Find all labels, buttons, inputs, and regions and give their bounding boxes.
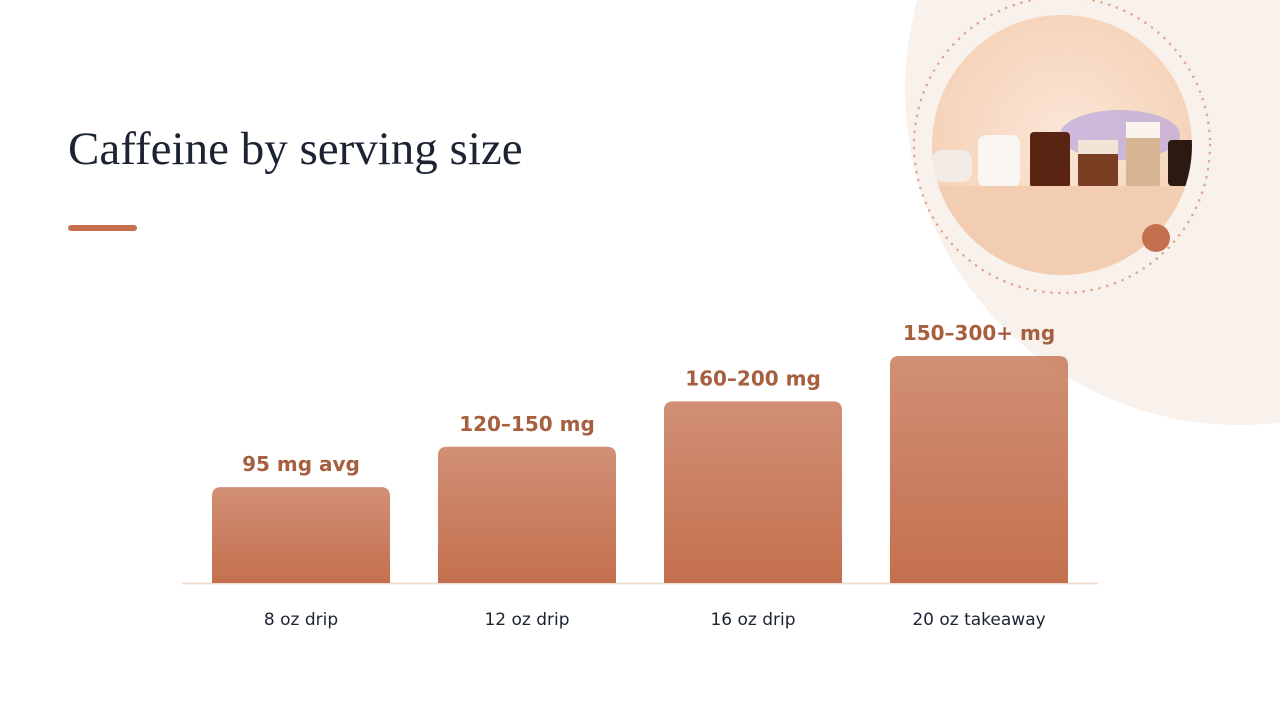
x-tick-label: 12 oz drip [484,610,569,630]
dotted-ring [912,0,1212,295]
accent-dot [1142,224,1170,252]
value-label: 160–200 mg [685,366,821,390]
value-label: 95 mg avg [242,452,360,476]
value-label: 150–300+ mg [903,321,1055,345]
bar [212,487,390,583]
x-tick-label: 20 oz takeaway [912,610,1045,630]
bar [890,356,1068,583]
chart-title: Caffeine by serving size [68,123,523,175]
x-tick-label: 16 oz drip [710,610,795,630]
title-accent [68,225,137,231]
x-tick-label: 8 oz drip [264,610,338,630]
bar [438,446,616,583]
value-label: 120–150 mg [459,412,595,436]
bar [664,401,842,583]
